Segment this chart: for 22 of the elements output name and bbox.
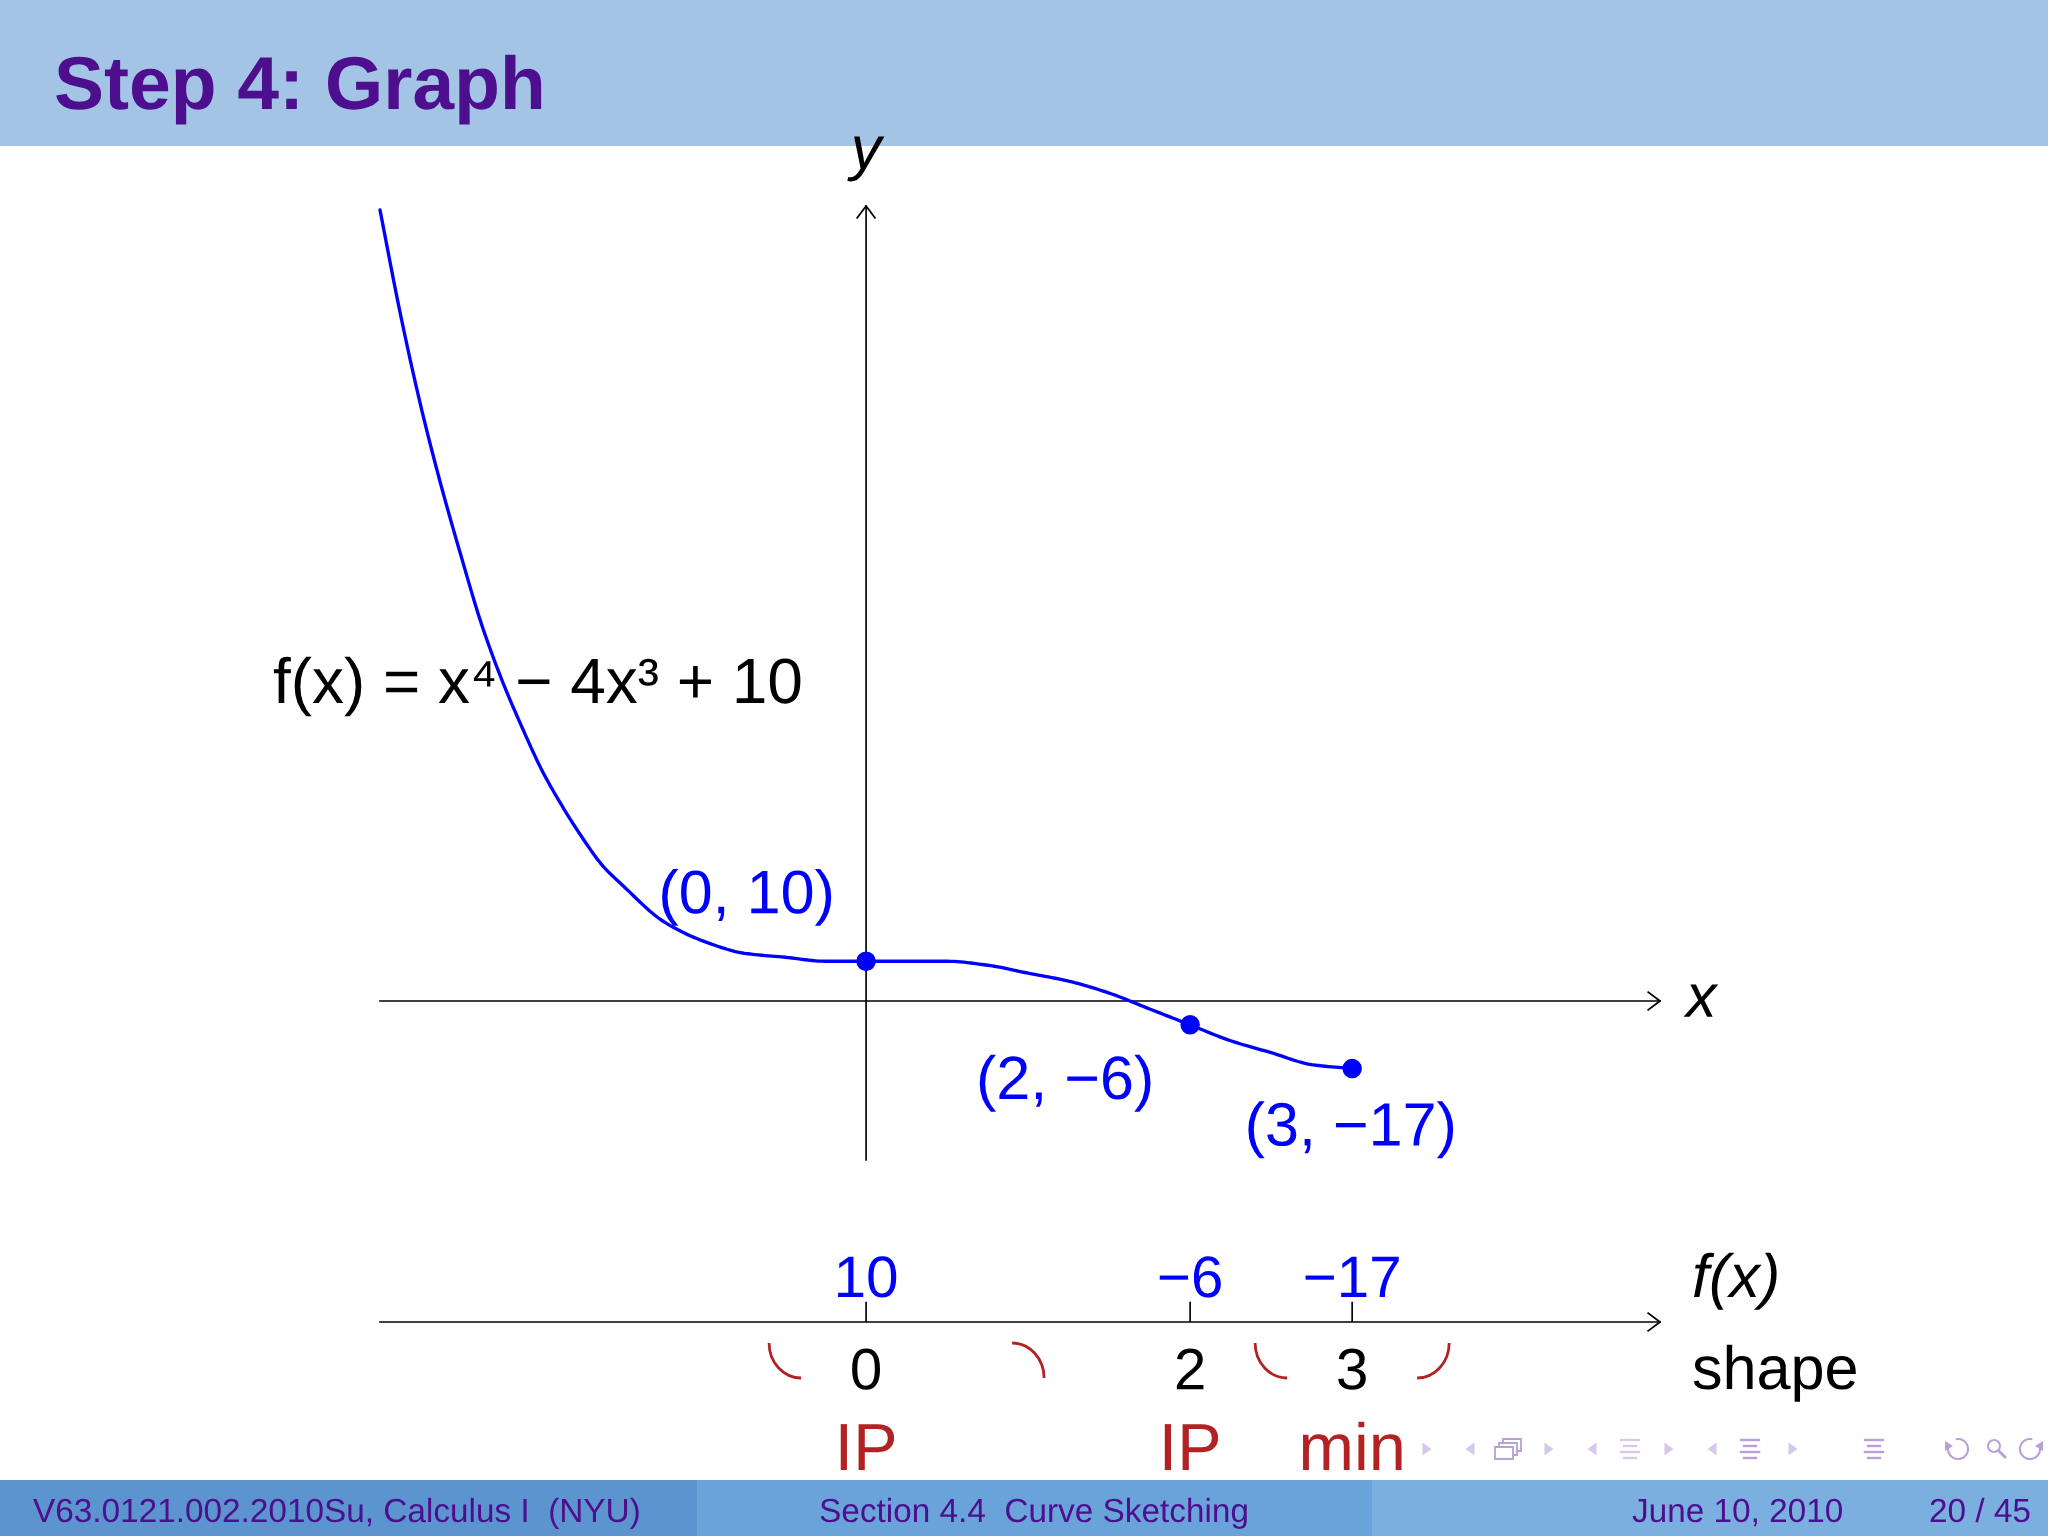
x-tick-label: 0 xyxy=(852,1348,881,1390)
text: IP xyxy=(1164,1424,1219,1470)
text: f(x) xyxy=(1694,1252,1777,1310)
text: min xyxy=(1302,1421,1402,1470)
text: Section 4.4 Curve Sketching xyxy=(820,1497,1247,1529)
data-label: (2, −6) xyxy=(979,1054,1151,1112)
text: −17 xyxy=(1305,1256,1399,1297)
text: 20 / 45 xyxy=(1930,1497,2030,1523)
data-label: (0, 10) xyxy=(662,868,832,926)
text: IP xyxy=(840,1424,895,1470)
y-axis-title: y xyxy=(847,136,885,182)
annotation: f(x) = x⁴ − 4x³ + 10 xyxy=(273,656,801,717)
data-label: (3, −17) xyxy=(1248,1101,1454,1159)
x-tick-label: 3 xyxy=(1338,1348,1366,1390)
x-tick-label: 2 xyxy=(1176,1348,1204,1390)
text: −6 xyxy=(1159,1256,1221,1298)
text: V63.0121.002.2010Su, Calculus I (NYU) xyxy=(33,1497,639,1529)
x-axis-title: x xyxy=(1683,984,1719,1017)
text: shape xyxy=(1693,1344,1856,1402)
text: 10 xyxy=(838,1256,897,1298)
chart-title: Step 4: Graph xyxy=(56,54,542,125)
text: June 10, 2010 xyxy=(1632,1498,1842,1527)
